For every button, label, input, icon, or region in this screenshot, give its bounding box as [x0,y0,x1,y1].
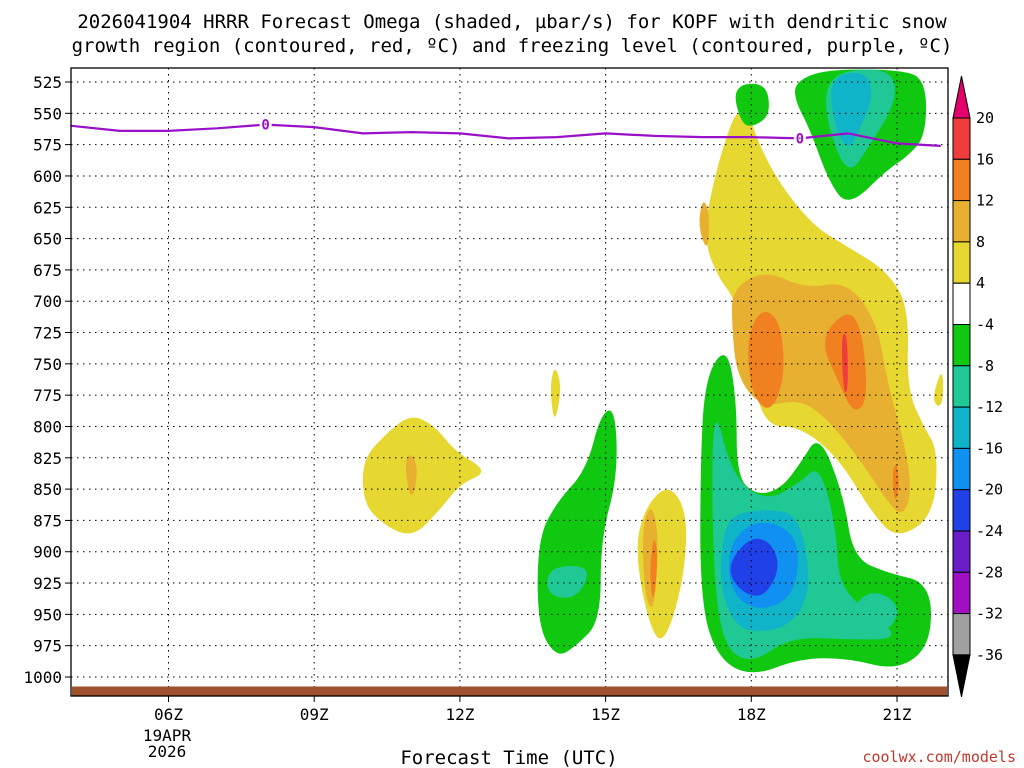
freezing-level-label: 0 [796,131,804,147]
omega-region [735,83,769,126]
omega-region [856,593,898,632]
colorbar-label: -32 [976,605,1003,623]
omega-region [748,311,784,408]
colorbar-band [952,324,971,367]
omega-region [934,374,944,406]
y-tick-label: 850 [33,480,62,499]
colorbar-label: 16 [976,150,994,168]
colorbar-label: -8 [976,357,994,375]
y-tick-label: 775 [33,386,62,405]
y-tick-label: 825 [33,449,62,468]
x-tick-label: 21Z [883,705,912,724]
omega-shading [362,69,944,673]
x-tick-label: 18Z [737,705,766,724]
freezing-level-label: 0 [261,118,269,134]
x-tick-label: 12Z [445,705,474,724]
colorbar-label: -12 [976,398,1003,416]
colorbar-label: 8 [976,233,985,251]
y-tick-label: 600 [33,167,62,186]
colorbar: 20 16 12 8 4 -4 -8 -12 -16 -20 -24 -28 -32 -36 [952,75,1003,697]
colorbar-band [952,365,971,408]
omega-region [845,82,857,126]
x-tick-label: 06Z [154,705,183,724]
credit-text: coolwx.com/models [862,748,1016,766]
omega-region [842,333,848,393]
colorbar-band [952,117,971,160]
x-tick-label: 15Z [591,705,620,724]
y-axis: 525 550 575 600 625 650 675 700 725 750 775 800 825 8… [23,73,71,687]
colorbar-band [952,613,971,656]
colorbar-label: -36 [976,646,1003,664]
freezing-label-bg [259,116,272,133]
colorbar-label: -4 [976,316,994,334]
colorbar-label: 20 [976,109,994,127]
y-tick-label: 800 [33,417,62,436]
ground-level-bar [72,686,947,696]
plot-frame [70,67,949,697]
x-axis: 06Z 09Z 12Z 15Z 18Z 21Z [154,696,912,724]
colorbar-label: -28 [976,563,1003,581]
y-tick-label: 950 [33,605,62,624]
y-tick-label: 525 [33,73,62,92]
y-tick-label: 700 [33,292,62,311]
colorbar-band [952,447,971,491]
colorbar-band [952,241,971,284]
x-tick-label: 09Z [300,705,329,724]
y-tick-label: 900 [33,543,62,562]
colorbar-label: 4 [976,274,985,292]
colorbar-band [952,571,971,615]
colorbar-label: -20 [976,481,1003,499]
omega-region [550,369,561,417]
y-tick-label: 925 [33,574,62,593]
omega-region [730,538,778,596]
freezing-level-contour: 00 [71,116,941,147]
y-tick-label: 625 [33,198,62,217]
colorbar-label: -16 [976,439,1003,457]
freezing-label-bg [793,130,806,147]
omega-region [699,202,710,246]
colorbar-bottom-arrow [952,654,971,697]
chart-title-line-1: 2026041904 HRRR Forecast Omega (shaded, … [77,11,947,33]
colorbar-band [952,200,971,243]
y-tick-label: 1000 [23,668,62,687]
colorbar-top-arrow [952,75,971,119]
omega-region [892,464,899,499]
gridlines [71,68,948,696]
x-date-label-day: 19APR [143,726,192,745]
colorbar-band [952,406,971,449]
y-tick-label: 750 [33,355,62,374]
y-tick-label: 975 [33,637,62,656]
omega-region [405,455,417,495]
chart-title-line-2: growth region (contoured, red, ºC) and f… [72,35,953,57]
colorbar-label: 12 [976,192,994,210]
omega-region [650,540,657,598]
colorbar-band [952,530,971,573]
y-tick-label: 675 [33,261,62,280]
y-tick-label: 550 [33,104,62,123]
y-tick-label: 875 [33,511,62,530]
freezing-level-line [71,123,941,147]
x-date-label-year: 2026 [148,742,187,761]
y-tick-label: 575 [33,136,62,155]
omega-region [362,417,482,534]
colorbar-band [952,158,971,202]
x-axis-label: Forecast Time (UTC) [400,747,617,768]
colorbar-label: -24 [976,522,1003,540]
omega-region [547,565,587,598]
y-tick-label: 650 [33,230,62,249]
y-tick-label: 725 [33,324,62,343]
colorbar-band [952,489,971,532]
colorbar-band [952,282,971,326]
